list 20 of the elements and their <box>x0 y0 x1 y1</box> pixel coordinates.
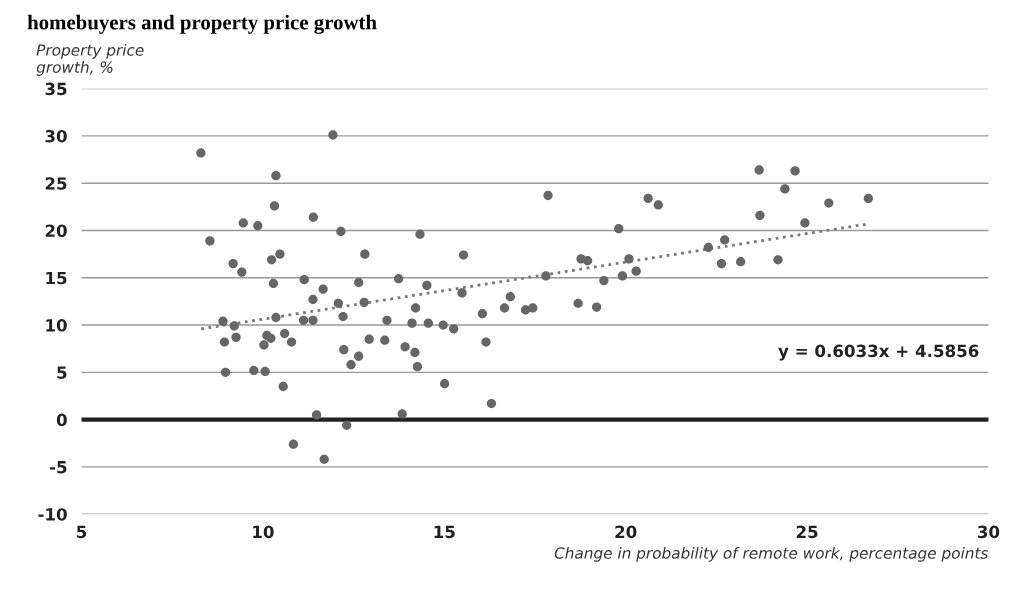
y-tick-label: 5 <box>57 366 67 379</box>
y-tick-label: -5 <box>50 461 67 474</box>
x-tick-label: 20 <box>615 525 637 539</box>
x-axis-title: Change in probability of remote work, percentage points <box>554 546 989 562</box>
y-tick-label: 30 <box>45 129 67 143</box>
y-tick-label: -10 <box>38 508 67 521</box>
y-tick-label: 35 <box>45 82 67 96</box>
y-tick-label: 0 <box>56 413 67 427</box>
x-tick-label: 5 <box>77 525 87 539</box>
x-tick-label: 25 <box>796 525 818 539</box>
y-tick-label: 20 <box>45 224 67 238</box>
x-tick-label: 30 <box>977 525 1000 539</box>
y-tick-label: 15 <box>46 271 67 285</box>
chart-title: homebuyers and property price growth <box>27 14 377 34</box>
annotation: y = 0.6033x + 4.5856 <box>778 344 979 361</box>
x-tick-label: 10 <box>253 525 274 539</box>
y-tick-label: 10 <box>46 319 67 332</box>
y-axis-title: Property price growth, % <box>36 43 144 76</box>
y-tick-label: 25 <box>45 177 67 190</box>
x-tick-label: 15 <box>434 525 455 539</box>
